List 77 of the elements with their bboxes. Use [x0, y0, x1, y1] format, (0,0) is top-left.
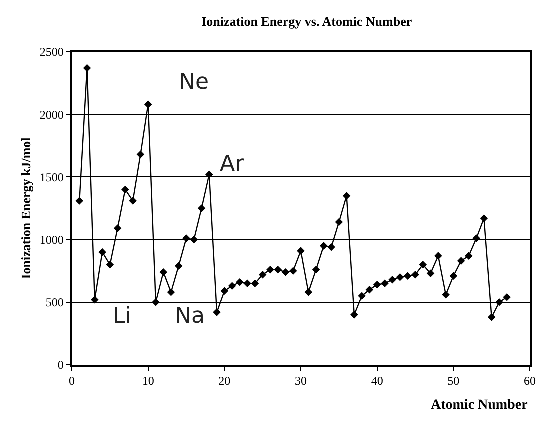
point [251, 280, 260, 288]
point [167, 288, 176, 296]
point [328, 243, 336, 252]
point [91, 296, 99, 304]
chart-title: Ionization Energy vs. Atomic Number [202, 14, 412, 29]
point [289, 267, 298, 275]
annotation: Na [175, 304, 205, 329]
point [304, 288, 313, 296]
y-tick-label: 500 [46, 296, 64, 310]
point [426, 270, 435, 278]
annotation: Ne [179, 70, 209, 95]
point [412, 270, 420, 279]
point [182, 234, 190, 242]
point [350, 311, 358, 319]
point [404, 272, 412, 280]
point [503, 293, 511, 302]
point [320, 242, 328, 250]
point [465, 252, 473, 260]
point [236, 278, 244, 286]
y-tick-label: 2500 [40, 45, 64, 60]
point [274, 266, 282, 274]
x-tick-label: 30 [295, 374, 307, 388]
x-axis-title: Atomic Number [431, 398, 528, 413]
point [114, 224, 122, 232]
y-tick-label: 1500 [40, 170, 64, 184]
point [190, 236, 198, 244]
point [122, 186, 130, 194]
point [174, 262, 183, 270]
point [258, 270, 267, 279]
point [342, 192, 351, 200]
point [160, 268, 168, 276]
point [220, 287, 229, 296]
point [297, 247, 305, 255]
point [373, 280, 382, 289]
point [419, 260, 428, 269]
point [312, 266, 320, 274]
point [213, 308, 221, 316]
point [266, 266, 274, 274]
point [198, 204, 206, 212]
point [358, 292, 366, 300]
point [144, 100, 152, 108]
x-tick-label: 0 [69, 374, 75, 388]
x-tick-label: 60 [524, 374, 536, 388]
point [335, 218, 344, 226]
x-tick-label: 40 [371, 374, 384, 388]
y-tick-label: 1000 [40, 233, 64, 247]
x-tick-label: 20 [218, 374, 231, 388]
point [434, 252, 442, 260]
point [457, 257, 466, 265]
x-tick-label: 10 [142, 374, 154, 388]
point [106, 260, 114, 269]
point [98, 248, 106, 256]
point [388, 276, 396, 284]
annotation: Li [113, 304, 132, 329]
point [129, 197, 137, 205]
y-tick-label: 0 [58, 358, 64, 372]
annotation: Ar [220, 152, 246, 177]
point [76, 197, 84, 205]
point [228, 282, 236, 290]
point [381, 280, 389, 288]
point [396, 273, 404, 282]
point [366, 286, 374, 294]
point [136, 150, 145, 159]
point [480, 214, 488, 222]
x-tick-label: 50 [448, 374, 460, 388]
point [83, 64, 92, 72]
point [442, 290, 450, 299]
point [450, 272, 458, 280]
point [488, 314, 496, 322]
point [244, 280, 252, 288]
point [472, 234, 480, 242]
point [206, 170, 214, 179]
point [152, 298, 160, 306]
y-tick-label: 2000 [40, 108, 64, 122]
point [496, 298, 504, 306]
y-axis-title: Ionization Energy kJ/mol [18, 137, 34, 280]
point [282, 268, 290, 276]
